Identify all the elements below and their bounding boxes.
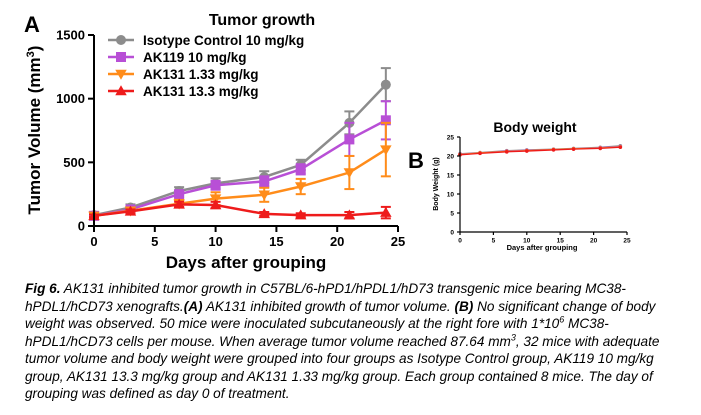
chart-a-x-tick-label: 20: [330, 234, 344, 249]
chart-a-series-4-point: [380, 206, 392, 217]
chart-a-series-2-point: [210, 180, 221, 191]
panel-label-a: A: [24, 12, 40, 37]
chart-a-series-2-point: [380, 115, 391, 126]
chart-a-legend: Isotype Control 10 mg/kg AK119 10 mg/kg AK…: [108, 33, 304, 99]
chart-a-x-axis-label: Days after grouping: [166, 253, 327, 272]
caption-text-3: No significant change of body weight was…: [25, 298, 656, 332]
chart-a-y-tick-label: 1000: [56, 91, 85, 106]
body-weight-chart: Body weight 0 5 10 15 20 25 0 5 10 15 20 25 Days a…: [433, 119, 631, 252]
chart-a-series-4-point: [294, 209, 307, 220]
chart-a-series-4-line: [93, 203, 386, 218]
chart-b-y-tick-label: 25: [447, 134, 455, 141]
chart-a-series-4-point: [343, 209, 356, 220]
chart-b-y-tick-label: 5: [450, 210, 454, 217]
chart-a-y-tick-label: 500: [63, 155, 85, 170]
caption-text-1: AK131 inhibited tumor growth in C57BL/6-…: [25, 281, 626, 314]
chart-b-y-tick-label: 0: [450, 229, 454, 236]
chart-a-series-2-line: [93, 119, 387, 218]
chart-b-title: Body weight: [493, 119, 577, 135]
chart-b-x-tick-label: 20: [590, 238, 598, 245]
legend-item-1-marker: [116, 35, 126, 45]
caption-sup-2: 3: [510, 331, 516, 342]
chart-b-series-4-point: [618, 145, 623, 150]
caption-text-2: AK131 inhibited growth of tumor volume.: [202, 298, 455, 314]
chart-b-y-tick-label: 10: [447, 191, 455, 198]
chart-a-series-2-point: [259, 176, 270, 187]
chart-b-series-4-line: [459, 146, 621, 156]
chart-a-y-label-main: Tumor Volume (mm: [25, 57, 44, 214]
legend-item-4-marker: [115, 85, 127, 96]
chart-b-y-tick-label: 20: [447, 153, 455, 160]
caption-fig-number: Fig 6.: [25, 281, 61, 296]
legend-item-4-label: AK131 13.3 mg/kg: [143, 84, 259, 99]
caption-label-a: (A): [183, 298, 203, 314]
chart-a-title: Tumor growth: [209, 12, 315, 29]
chart-b-x-tick-label: 25: [623, 238, 631, 245]
chart-a-series-2-point: [344, 134, 355, 145]
panel-label-b: B: [408, 148, 424, 173]
chart-b-x-ticks: 0 5 10 15 20 25: [458, 232, 631, 245]
chart-a-x-tick-label: 10: [208, 234, 222, 249]
chart-b-y-tick-label: 15: [447, 172, 455, 179]
chart-a-series-2-point: [174, 189, 185, 200]
chart-b-series-4-point: [598, 146, 603, 151]
chart-b-y-ticks: 0 5 10 15 20 25: [447, 134, 460, 236]
chart-a-series-4-point: [209, 199, 222, 210]
chart-a-series-4-point: [173, 198, 185, 209]
chart-b-x-tick-label: 0: [458, 238, 462, 245]
chart-a-series-3-point: [258, 190, 270, 201]
chart-b-series-4-point: [571, 147, 576, 151]
chart-a-x-tick-label: 15: [269, 234, 283, 249]
chart-b-series-4-point: [504, 150, 509, 154]
chart-a-x-ticks: 0 5 10 15 20 25: [90, 226, 405, 249]
legend-item-3-label: AK131 1.33 mg/kg: [143, 67, 259, 82]
chart-b-series-4-point: [525, 149, 529, 153]
legend-item-1-label: Isotype Control 10 mg/kg: [143, 33, 304, 48]
chart-a-plot: [88, 67, 392, 222]
chart-a-x-tick-label: 0: [90, 234, 97, 249]
caption-text-4: MC38-hPDL1/hCD73 cells per mouse. When a…: [25, 316, 609, 349]
chart-b-plot: [458, 143, 623, 157]
caption-text-5: , 32 mice with adequate tumor volume and…: [25, 333, 660, 402]
chart-a-series-1-point: [380, 79, 391, 90]
caption-label-b: (B): [454, 298, 474, 314]
chart-a-series-4-point: [124, 205, 137, 216]
chart-a-series-3-point: [294, 182, 307, 193]
chart-a-y-tick-label: 0: [78, 219, 85, 234]
chart-b-x-tick-label: 5: [492, 238, 496, 245]
chart-b-x-tick-label: 15: [557, 238, 565, 245]
chart-a-y-tick-label: 1500: [56, 28, 85, 43]
tumor-growth-chart: Tumor growth 0 500 1000 1500 0 5 10 15 20 25 Day…: [25, 12, 405, 272]
chart-a-series-1-line: [93, 83, 387, 217]
chart-b-x-axis-label: Days after grouping: [507, 243, 578, 252]
chart-a-x-tick-label: 5: [151, 234, 158, 249]
chart-a-x-tick-label: 25: [391, 234, 405, 249]
chart-a-y-ticks: 0 500 1000 1500: [56, 28, 94, 234]
chart-a-y-axis-label: Tumor Volume (mm3): [25, 46, 44, 215]
chart-a-series-2-point: [295, 164, 306, 175]
chart-a-series-4-point: [258, 208, 270, 219]
chart-a-series-3-point: [343, 168, 356, 179]
figure-caption: Fig 6. AK131 inhibited tumor growth in C…: [25, 280, 685, 403]
chart-b-x-tick-label: 10: [523, 238, 531, 245]
legend-item-2-label: AK119 10 mg/kg: [143, 50, 247, 65]
caption-sup-1: 6: [559, 314, 565, 325]
legend-item-3-marker: [115, 69, 127, 80]
legend-item-2-marker: [116, 52, 126, 62]
chart-b-series-4-point: [551, 148, 556, 152]
chart-b-series-4-point: [478, 151, 482, 156]
chart-a-series-3-point: [380, 145, 392, 156]
chart-a-y-label-end: ): [25, 46, 44, 52]
chart-b-y-axis-label: Body Weight (g): [433, 157, 440, 211]
chart-a-y-label-sup: 3: [25, 51, 37, 57]
